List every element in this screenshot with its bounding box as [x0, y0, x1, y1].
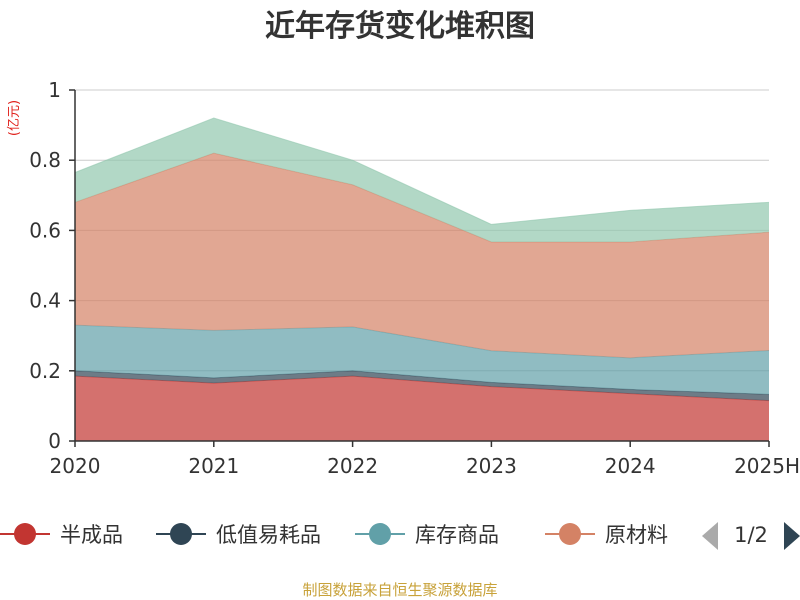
legend-item[interactable]: 原材料	[545, 523, 668, 547]
x-tick-label: 2023	[466, 454, 517, 478]
x-tick-label: 2022	[327, 454, 378, 478]
area-原材料	[75, 153, 769, 358]
y-tick-label: 1	[48, 78, 61, 102]
data-source-note: 制图数据来自恒生聚源数据库	[302, 581, 497, 599]
legend-label: 低值易耗品	[216, 523, 321, 547]
legend-item[interactable]: 库存商品	[355, 523, 499, 547]
y-axis-ticks: 0 0.2 0.4 0.6 0.8 1	[29, 78, 75, 453]
legend-circle-symbol	[559, 523, 581, 545]
legend-circle-symbol	[170, 523, 192, 545]
y-tick-label: 0	[48, 429, 61, 453]
legend-item[interactable]: 低值易耗品	[156, 523, 321, 547]
area-top-line	[74, 117, 770, 225]
legend-item[interactable]: 半成品	[0, 523, 123, 547]
x-tick-label: 2024	[605, 454, 656, 478]
x-axis-ticks: 2020 2021 2022 2023 2024 2025H	[50, 441, 800, 478]
chart-title: 近年存货变化堆积图	[265, 9, 535, 44]
legend-next-page-icon[interactable]	[784, 522, 800, 550]
legend-page-indicator: 1/2	[734, 523, 768, 547]
legend-circle-symbol	[14, 523, 36, 545]
legend-label: 库存商品	[415, 523, 499, 547]
x-tick-label: 2025H	[734, 454, 800, 478]
y-tick-label: 0.2	[29, 359, 61, 383]
y-tick-label: 0.8	[29, 148, 61, 172]
y-tick-label: 0.6	[29, 218, 61, 242]
legend-label: 半成品	[60, 523, 123, 547]
axes	[74, 90, 769, 442]
legend: 半成品 低值易耗品 库存商品 原材料	[0, 523, 668, 547]
legend-label: 原材料	[605, 523, 668, 547]
x-tick-label: 2021	[188, 454, 239, 478]
area-库存商品	[75, 325, 769, 395]
legend-prev-page-icon[interactable]	[702, 522, 718, 550]
area-series-group	[74, 117, 770, 441]
y-axis-unit-label: (亿元)	[7, 100, 22, 136]
x-tick-label: 2020	[50, 454, 101, 478]
area-低值易耗品	[75, 370, 769, 401]
area-series-4	[75, 118, 769, 242]
legend-circle-symbol	[369, 523, 391, 545]
legend-pager: 1/2	[702, 522, 800, 550]
y-tick-label: 0.4	[29, 289, 61, 313]
